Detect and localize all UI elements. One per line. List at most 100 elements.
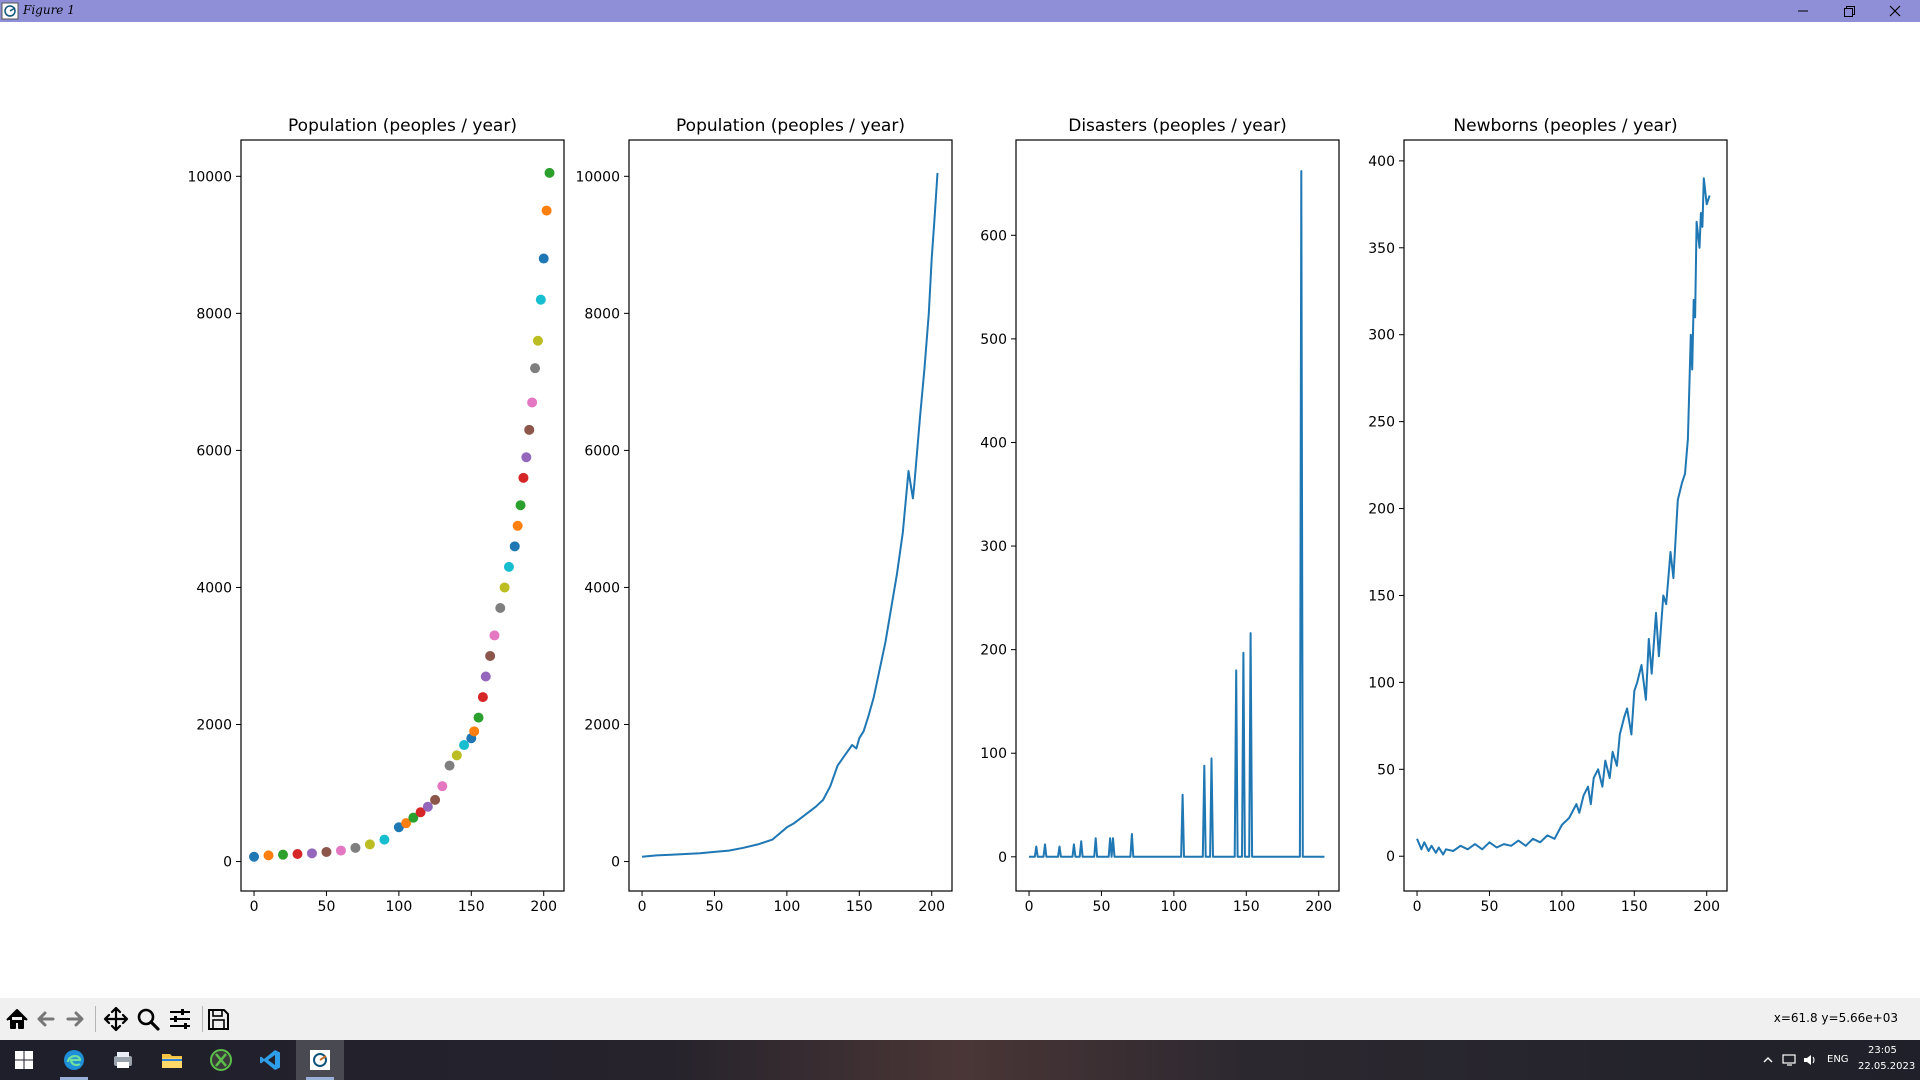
y-tick-label: 350 xyxy=(1368,241,1395,257)
forward-button[interactable] xyxy=(61,1005,89,1033)
active-indicator xyxy=(306,1077,334,1080)
series-line xyxy=(1029,170,1325,858)
x-tick-label: 150 xyxy=(1233,899,1260,915)
y-tick-label: 600 xyxy=(980,228,1007,244)
close-button[interactable] xyxy=(1872,0,1918,22)
volume-icon[interactable] xyxy=(1802,1053,1818,1067)
taskbar: ENG 23:05 22.05.2023 xyxy=(0,1040,1920,1080)
y-tick-label: 300 xyxy=(980,539,1007,555)
taskbar-edge[interactable] xyxy=(50,1040,98,1080)
data-point xyxy=(499,582,510,593)
x-tick-label: 200 xyxy=(530,899,557,915)
y-tick-label: 200 xyxy=(1368,502,1395,518)
data-point xyxy=(422,801,433,812)
taskbar-xbox-app[interactable] xyxy=(197,1040,245,1080)
xbox-app-icon xyxy=(210,1049,232,1071)
figure-svg[interactable]: 0 50 100 150 2000 2000 4000 6000 8000 10000 Popula… xyxy=(0,22,1920,998)
y-tick-label: 10000 xyxy=(575,169,620,185)
start-button[interactable] xyxy=(0,1040,48,1080)
zoom-button[interactable] xyxy=(134,1005,162,1033)
taskbar-file-explorer[interactable] xyxy=(148,1040,196,1080)
chart-title: Population (peoples / year) xyxy=(676,116,905,136)
series-line xyxy=(1416,177,1711,856)
data-point xyxy=(509,541,520,552)
x-tick-label: 50 xyxy=(1093,899,1111,915)
configure-subplots-button[interactable] xyxy=(166,1005,194,1033)
data-point xyxy=(495,603,506,614)
axes-frame xyxy=(628,139,953,892)
data-point xyxy=(535,294,546,305)
data-point xyxy=(379,834,390,845)
save-button[interactable] xyxy=(204,1005,232,1033)
y-tick-label: 6000 xyxy=(196,443,232,459)
data-point xyxy=(393,822,404,833)
y-tick-label: 400 xyxy=(980,435,1007,451)
restore-button[interactable] xyxy=(1826,0,1872,22)
series-line xyxy=(641,172,939,858)
y-tick-label: 300 xyxy=(1368,328,1395,344)
taskbar-vscode[interactable] xyxy=(246,1040,294,1080)
sliders-icon xyxy=(170,1009,190,1029)
windows-start-icon xyxy=(15,1051,33,1069)
data-point xyxy=(469,726,480,737)
y-tick-label: 4000 xyxy=(196,580,232,596)
x-tick-label: 200 xyxy=(918,899,945,915)
axes-frame xyxy=(1403,139,1728,892)
data-point xyxy=(263,850,274,861)
x-tick-label: 100 xyxy=(1549,899,1576,915)
back-button[interactable] xyxy=(32,1005,60,1033)
minimize-button[interactable] xyxy=(1780,0,1826,22)
data-point xyxy=(321,846,332,857)
figure-canvas[interactable]: 0 50 100 150 200 0 2000 4000 6000 8000 10000 Popula… xyxy=(0,22,1920,998)
x-tick-label: 200 xyxy=(1305,899,1332,915)
taskbar-matplotlib[interactable] xyxy=(296,1040,344,1080)
data-point xyxy=(473,712,484,723)
y-tick-label: 150 xyxy=(1368,588,1395,604)
subplot-4: 0 50 100 150 200 0 50 100 150 200 250 300 350 400 Newb… xyxy=(1368,116,1728,915)
data-point xyxy=(521,452,532,463)
scatter-points xyxy=(249,167,555,862)
data-point xyxy=(527,397,538,408)
data-point xyxy=(292,848,303,859)
data-point xyxy=(444,760,455,771)
data-point xyxy=(489,630,500,641)
navigation-toolbar: x=61.8 y=5.66e+03 xyxy=(0,998,1920,1040)
y-tick-label: 6000 xyxy=(584,443,620,459)
system-tray: ENG 23:05 22.05.2023 xyxy=(1720,1040,1920,1080)
y-tick-label: 100 xyxy=(980,746,1007,762)
y-tick-label: 100 xyxy=(1368,675,1395,691)
data-point xyxy=(518,472,529,483)
taskbar-printer-app[interactable] xyxy=(99,1040,147,1080)
data-point xyxy=(515,500,526,511)
x-tick-label: 150 xyxy=(458,899,485,915)
edge-icon xyxy=(64,1050,84,1070)
data-point xyxy=(451,750,462,761)
close-icon xyxy=(1889,5,1901,17)
y-tick-label: 0 xyxy=(223,855,232,871)
data-point xyxy=(306,848,317,859)
y-tick-label: 2000 xyxy=(196,717,232,733)
chevron-up-icon[interactable] xyxy=(1762,1054,1774,1066)
cursor-coordinates: x=61.8 y=5.66e+03 xyxy=(1773,1011,1898,1025)
data-point xyxy=(477,692,488,703)
y-tick-label: 8000 xyxy=(584,306,620,322)
x-tick-label: 150 xyxy=(1621,899,1648,915)
data-point xyxy=(415,807,426,818)
y-tick-label: 2000 xyxy=(584,717,620,733)
printer-app-icon xyxy=(114,1052,132,1068)
clock-time[interactable]: 23:05 xyxy=(1868,1045,1897,1056)
language-indicator[interactable]: ENG xyxy=(1827,1054,1849,1065)
x-tick-label: 200 xyxy=(1693,899,1720,915)
data-point xyxy=(249,851,260,862)
toolbar-separator xyxy=(202,1006,203,1032)
pan-button[interactable] xyxy=(102,1005,130,1033)
data-point xyxy=(538,253,549,264)
vscode-icon xyxy=(260,1050,280,1070)
y-tick-label: 10000 xyxy=(187,169,232,185)
x-tick-label: 50 xyxy=(318,899,336,915)
clock-date[interactable]: 22.05.2023 xyxy=(1858,1061,1916,1072)
data-point xyxy=(512,520,523,531)
home-button[interactable] xyxy=(3,1005,31,1033)
network-icon[interactable] xyxy=(1782,1053,1798,1067)
window-titlebar[interactable]: Figure 1 xyxy=(0,0,1920,22)
